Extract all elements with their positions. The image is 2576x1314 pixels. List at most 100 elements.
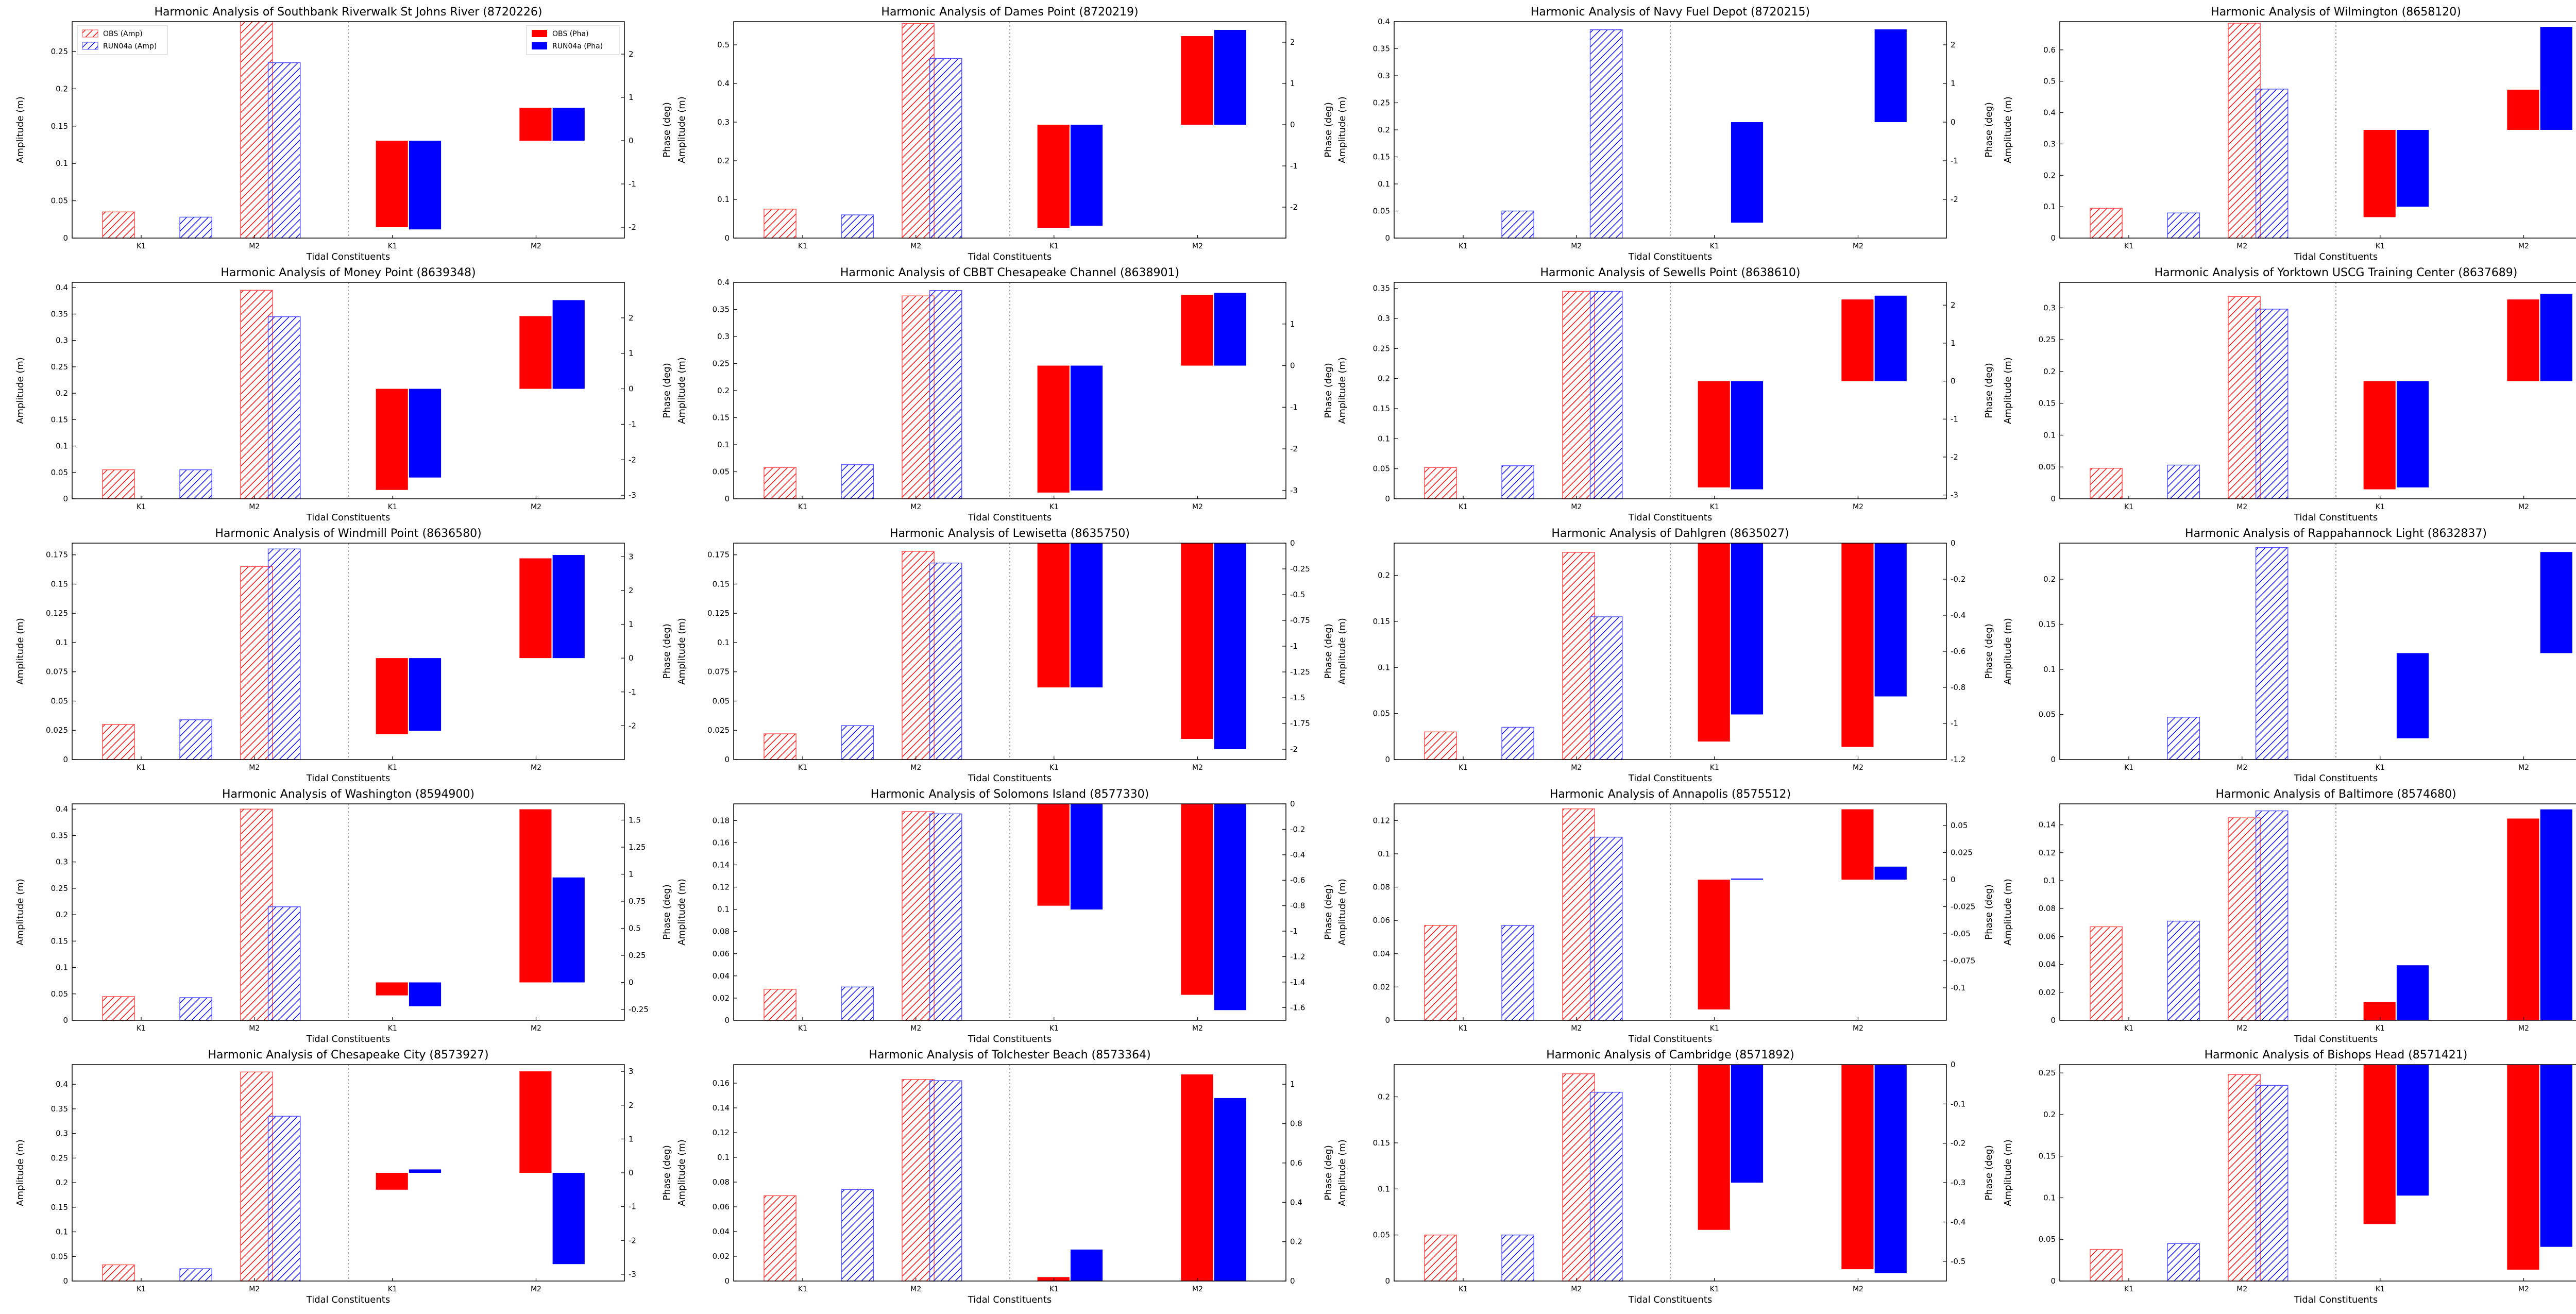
amp-tick-label: 0.14: [713, 1103, 730, 1113]
pha-tick-label: 0: [1951, 538, 1956, 548]
amp-bar-obs-k1: [764, 467, 796, 499]
amp-tick-label: 0.18: [713, 816, 730, 825]
amp-bar-run-m2: [267, 316, 301, 499]
amp-tick-label: 0.1: [717, 440, 730, 449]
chart-title: Harmonic Analysis of Sewells Point (8638…: [1540, 266, 1800, 279]
pha-tick-label: -0.1: [1951, 983, 1965, 992]
x-tick-label: M2: [2236, 1024, 2247, 1033]
amp-tick-label: 0.125: [46, 609, 68, 618]
pha-tick-label: 1: [1290, 319, 1295, 329]
x-tick-label: K1: [798, 1285, 807, 1293]
chart-title: Harmonic Analysis of Chesapeake City (85…: [208, 1049, 488, 1062]
pha-bar-run-m2: [1874, 29, 1907, 122]
x-axis-label: Tidal Constituents: [2294, 1294, 2378, 1305]
amp-tick-label: 0.1: [1378, 179, 1390, 189]
x-axis-label: Tidal Constituents: [968, 1034, 1052, 1045]
x-tick-label: M2: [910, 1285, 921, 1293]
pha-tick-label: -1: [1290, 161, 1298, 171]
x-tick-label: K1: [137, 503, 146, 511]
pha-tick-label: 0.2: [1290, 1237, 1302, 1246]
amp-bar-obs-m2: [240, 808, 273, 1021]
pha-tick-label: 0: [1951, 117, 1956, 127]
amp-tick-label: 0.35: [51, 309, 68, 318]
amp-tick-label: 0.14: [713, 860, 730, 869]
y-axis-label-left: Amplitude (m): [15, 1139, 26, 1206]
y-axis-label-right: Phase (deg): [662, 102, 672, 157]
pha-tick-label: -3: [629, 1270, 636, 1279]
x-tick-label: M2: [249, 242, 260, 250]
x-tick-label: M2: [2518, 503, 2529, 511]
pha-bar-run-k1: [409, 1169, 442, 1173]
pha-tick-label: -0.4: [1951, 611, 1965, 620]
amp-tick-label: 0.2: [2043, 575, 2056, 584]
amp-bar-run-k1: [841, 725, 874, 760]
amp-bar-run-k1: [841, 464, 874, 499]
y-axis-label-left: Amplitude (m): [2003, 96, 2013, 163]
x-tick-label: K1: [388, 1024, 397, 1033]
y-axis-label-right: Phase (deg): [1323, 363, 1334, 418]
legend-swatch-run-pha: [532, 42, 547, 49]
pha-bar-obs-k1: [376, 389, 408, 490]
amp-tick-label: 0.1: [717, 1153, 730, 1162]
pha-bar-obs-k1: [1698, 381, 1730, 487]
pha-bar-obs-m2: [1181, 543, 1213, 739]
x-tick-label: M2: [1571, 764, 1582, 772]
pha-bar-run-k1: [409, 658, 442, 731]
axes-frame: [2059, 543, 2576, 760]
pha-tick-label: 1: [629, 1134, 634, 1143]
amp-tick-label: 0.175: [707, 550, 730, 560]
amp-tick-label: 0.1: [56, 159, 68, 168]
amp-tick-label: 0: [1385, 494, 1390, 503]
amp-bar-obs-m2: [902, 23, 935, 239]
amp-tick-label: 0.1: [717, 905, 730, 914]
pha-bar-run-m2: [2540, 27, 2572, 130]
amp-tick-label: 0: [1385, 1016, 1390, 1025]
amp-tick-label: 0: [63, 1276, 68, 1286]
amp-tick-label: 0.075: [707, 667, 730, 677]
amp-tick-label: 0.3: [56, 857, 68, 867]
x-tick-label: K1: [1710, 242, 1719, 250]
amp-tick-label: 0.2: [1378, 1092, 1390, 1102]
amp-tick-label: 0.1: [1378, 434, 1390, 443]
amp-tick-label: 0.04: [2039, 960, 2056, 969]
y-axis-label-left: Amplitude (m): [2003, 618, 2013, 685]
pha-tick-label: -1.5: [1290, 693, 1305, 702]
pha-bar-obs-m2: [1181, 36, 1213, 125]
pha-bar-obs-k1: [2363, 381, 2396, 490]
pha-bar-run-m2: [2540, 294, 2572, 381]
amp-bar-run-m2: [2255, 89, 2289, 239]
amp-tick-label: 0.175: [46, 550, 68, 560]
amp-tick-label: 0.35: [51, 1104, 68, 1114]
axes-frame: [1394, 282, 1947, 499]
amp-tick-label: 0: [63, 233, 68, 243]
amp-tick-label: 0: [2050, 1016, 2056, 1025]
pha-bar-run-k1: [2396, 653, 2429, 738]
x-tick-label: M2: [910, 242, 921, 250]
pha-tick-label: -0.025: [1951, 902, 1975, 912]
pha-tick-label: -1.2: [1290, 952, 1305, 961]
x-tick-label: K1: [798, 503, 807, 511]
pha-bar-run-m2: [552, 108, 585, 141]
chart-panel: Harmonic Analysis of Chesapeake City (85…: [15, 1049, 672, 1305]
x-tick-label: M2: [2236, 242, 2247, 250]
pha-tick-label: -0.5: [1290, 590, 1305, 599]
chart-title: Harmonic Analysis of Baltimore (8574680): [2215, 788, 2456, 801]
chart-panel: Harmonic Analysis of Annapolis (8575512)…: [1337, 788, 1994, 1045]
pha-bar-obs-m2: [1181, 804, 1213, 995]
pha-bar-obs-k1: [1698, 1065, 1730, 1230]
amp-bar-run-k1: [1501, 465, 1534, 499]
amp-tick-label: 0.04: [713, 1227, 730, 1236]
x-tick-label: M2: [2518, 1285, 2529, 1293]
pha-tick-label: -0.4: [1951, 1217, 1965, 1226]
amp-tick-label: 0.12: [713, 883, 730, 892]
pha-tick-label: 1: [1951, 79, 1956, 88]
legend-swatch-obs-pha: [532, 30, 547, 37]
chart-panel: Harmonic Analysis of Cambridge (8571892)…: [1337, 1049, 1994, 1305]
amp-tick-label: 0.25: [713, 359, 730, 368]
x-axis-label: Tidal Constituents: [1628, 251, 1712, 262]
amp-tick-label: 0.2: [717, 156, 730, 165]
pha-bar-run-k1: [1070, 365, 1103, 491]
amp-tick-label: 0.1: [1378, 663, 1390, 672]
amp-tick-label: 0.125: [707, 609, 730, 618]
amp-tick-label: 0.12: [713, 1128, 730, 1137]
